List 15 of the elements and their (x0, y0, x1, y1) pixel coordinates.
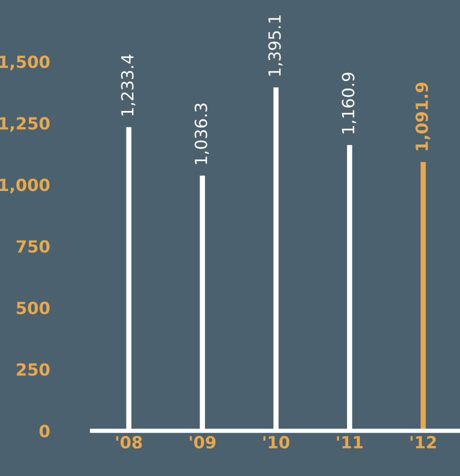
x-tick-label: '09 (190, 436, 216, 449)
bar (420, 162, 426, 431)
x-tick-label: '11 (337, 436, 363, 448)
data-label: 1,160.9 (342, 72, 356, 134)
y-tick-label: 250 (16, 363, 50, 376)
x-tick-label: '08 (116, 436, 142, 449)
x-tick-label: '12 (410, 436, 436, 448)
y-tick-label: 750 (16, 240, 50, 253)
data-label: 1,395.1 (268, 15, 283, 76)
data-label: 1,091.9 (415, 82, 430, 150)
x-tick-label: '10 (263, 436, 290, 449)
y-tick-label: 500 (16, 302, 50, 314)
y-tick-label: 0 (40, 424, 50, 438)
data-label: 1,036.3 (194, 104, 209, 164)
data-label: 1,233.4 (121, 54, 136, 116)
